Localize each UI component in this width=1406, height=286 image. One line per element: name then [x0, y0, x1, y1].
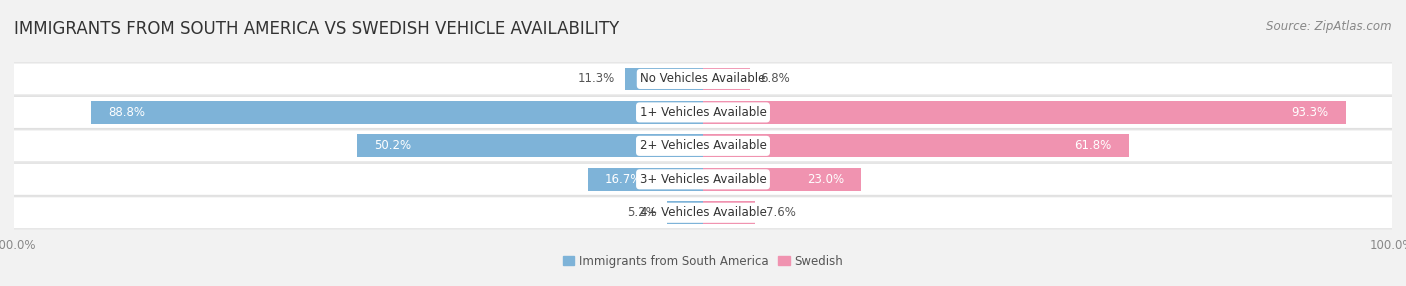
Bar	[703, 101, 1346, 124]
FancyBboxPatch shape	[0, 96, 1406, 128]
Text: 3+ Vehicles Available: 3+ Vehicles Available	[640, 173, 766, 186]
Text: 2+ Vehicles Available: 2+ Vehicles Available	[640, 139, 766, 152]
FancyBboxPatch shape	[0, 63, 1406, 95]
Bar	[703, 201, 755, 224]
Text: 4+ Vehicles Available: 4+ Vehicles Available	[640, 206, 766, 219]
Bar	[668, 201, 703, 224]
Bar	[703, 67, 749, 90]
Bar	[626, 67, 703, 90]
Bar	[703, 134, 1129, 157]
Bar	[703, 168, 862, 191]
Text: 88.8%: 88.8%	[108, 106, 145, 119]
Text: 1+ Vehicles Available: 1+ Vehicles Available	[640, 106, 766, 119]
FancyBboxPatch shape	[0, 163, 1406, 195]
Text: 6.8%: 6.8%	[761, 72, 790, 86]
Text: 11.3%: 11.3%	[578, 72, 614, 86]
Text: IMMIGRANTS FROM SOUTH AMERICA VS SWEDISH VEHICLE AVAILABILITY: IMMIGRANTS FROM SOUTH AMERICA VS SWEDISH…	[14, 20, 619, 38]
Bar	[357, 134, 703, 157]
Bar	[91, 101, 703, 124]
FancyBboxPatch shape	[0, 197, 1406, 229]
Text: 7.6%: 7.6%	[766, 206, 796, 219]
Text: 93.3%: 93.3%	[1292, 106, 1329, 119]
Text: 16.7%: 16.7%	[605, 173, 643, 186]
Bar	[588, 168, 703, 191]
FancyBboxPatch shape	[0, 130, 1406, 162]
Text: 5.2%: 5.2%	[627, 206, 657, 219]
Text: 61.8%: 61.8%	[1074, 139, 1112, 152]
Text: 23.0%: 23.0%	[807, 173, 844, 186]
Text: Source: ZipAtlas.com: Source: ZipAtlas.com	[1267, 20, 1392, 33]
Text: No Vehicles Available: No Vehicles Available	[640, 72, 766, 86]
Legend: Immigrants from South America, Swedish: Immigrants from South America, Swedish	[562, 255, 844, 268]
Text: 50.2%: 50.2%	[374, 139, 412, 152]
